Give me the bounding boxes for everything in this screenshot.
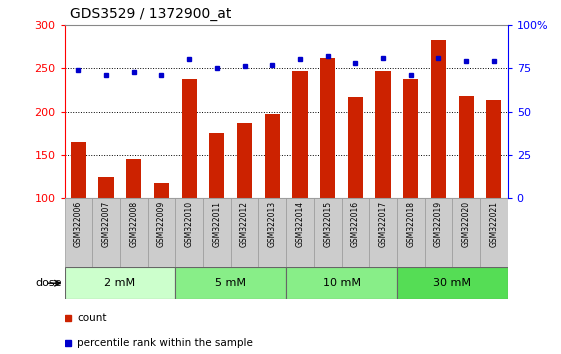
Bar xyxy=(126,159,141,198)
Bar xyxy=(486,100,502,198)
Bar xyxy=(320,58,335,198)
Bar xyxy=(98,177,114,198)
Text: GSM322016: GSM322016 xyxy=(351,201,360,247)
Text: GSM322009: GSM322009 xyxy=(157,201,166,247)
Text: GSM322019: GSM322019 xyxy=(434,201,443,247)
Bar xyxy=(286,267,397,299)
Bar xyxy=(65,198,92,267)
Text: GSM322011: GSM322011 xyxy=(213,201,222,247)
Bar xyxy=(209,133,224,198)
Bar xyxy=(175,267,286,299)
Text: 5 mM: 5 mM xyxy=(215,278,246,288)
Bar xyxy=(203,198,231,267)
Bar xyxy=(292,71,307,198)
Text: GSM322021: GSM322021 xyxy=(489,201,498,247)
Bar xyxy=(314,198,342,267)
Text: GSM322020: GSM322020 xyxy=(462,201,471,247)
Text: GSM322010: GSM322010 xyxy=(185,201,194,247)
Text: GSM322018: GSM322018 xyxy=(406,201,415,247)
Bar xyxy=(369,198,397,267)
Text: GSM322006: GSM322006 xyxy=(74,201,83,247)
Text: 30 mM: 30 mM xyxy=(433,278,471,288)
Bar xyxy=(425,198,452,267)
Text: GSM322013: GSM322013 xyxy=(268,201,277,247)
Text: GSM322008: GSM322008 xyxy=(129,201,138,247)
Bar xyxy=(431,40,446,198)
Bar xyxy=(375,71,390,198)
Bar xyxy=(452,198,480,267)
Text: count: count xyxy=(77,313,107,323)
Text: GSM322012: GSM322012 xyxy=(240,201,249,247)
Text: GSM322015: GSM322015 xyxy=(323,201,332,247)
Bar xyxy=(397,267,508,299)
Text: 2 mM: 2 mM xyxy=(104,278,135,288)
Text: GSM322007: GSM322007 xyxy=(102,201,111,247)
Bar xyxy=(231,198,259,267)
Bar xyxy=(342,198,369,267)
Bar xyxy=(265,114,280,198)
Text: 10 mM: 10 mM xyxy=(323,278,361,288)
Bar xyxy=(65,267,175,299)
Bar xyxy=(92,198,120,267)
Text: dose: dose xyxy=(35,278,62,288)
Bar xyxy=(182,79,197,198)
Bar xyxy=(397,198,425,267)
Bar xyxy=(71,142,86,198)
Bar xyxy=(286,198,314,267)
Text: GSM322017: GSM322017 xyxy=(379,201,388,247)
Text: percentile rank within the sample: percentile rank within the sample xyxy=(77,338,253,348)
Text: GSM322014: GSM322014 xyxy=(296,201,305,247)
Bar xyxy=(403,79,419,198)
Bar xyxy=(348,97,363,198)
Bar xyxy=(259,198,286,267)
Bar xyxy=(120,198,148,267)
Text: GDS3529 / 1372900_at: GDS3529 / 1372900_at xyxy=(70,7,232,21)
Bar xyxy=(175,198,203,267)
Bar xyxy=(154,183,169,198)
Bar xyxy=(458,96,474,198)
Bar xyxy=(237,123,252,198)
Bar xyxy=(480,198,508,267)
Bar xyxy=(148,198,176,267)
